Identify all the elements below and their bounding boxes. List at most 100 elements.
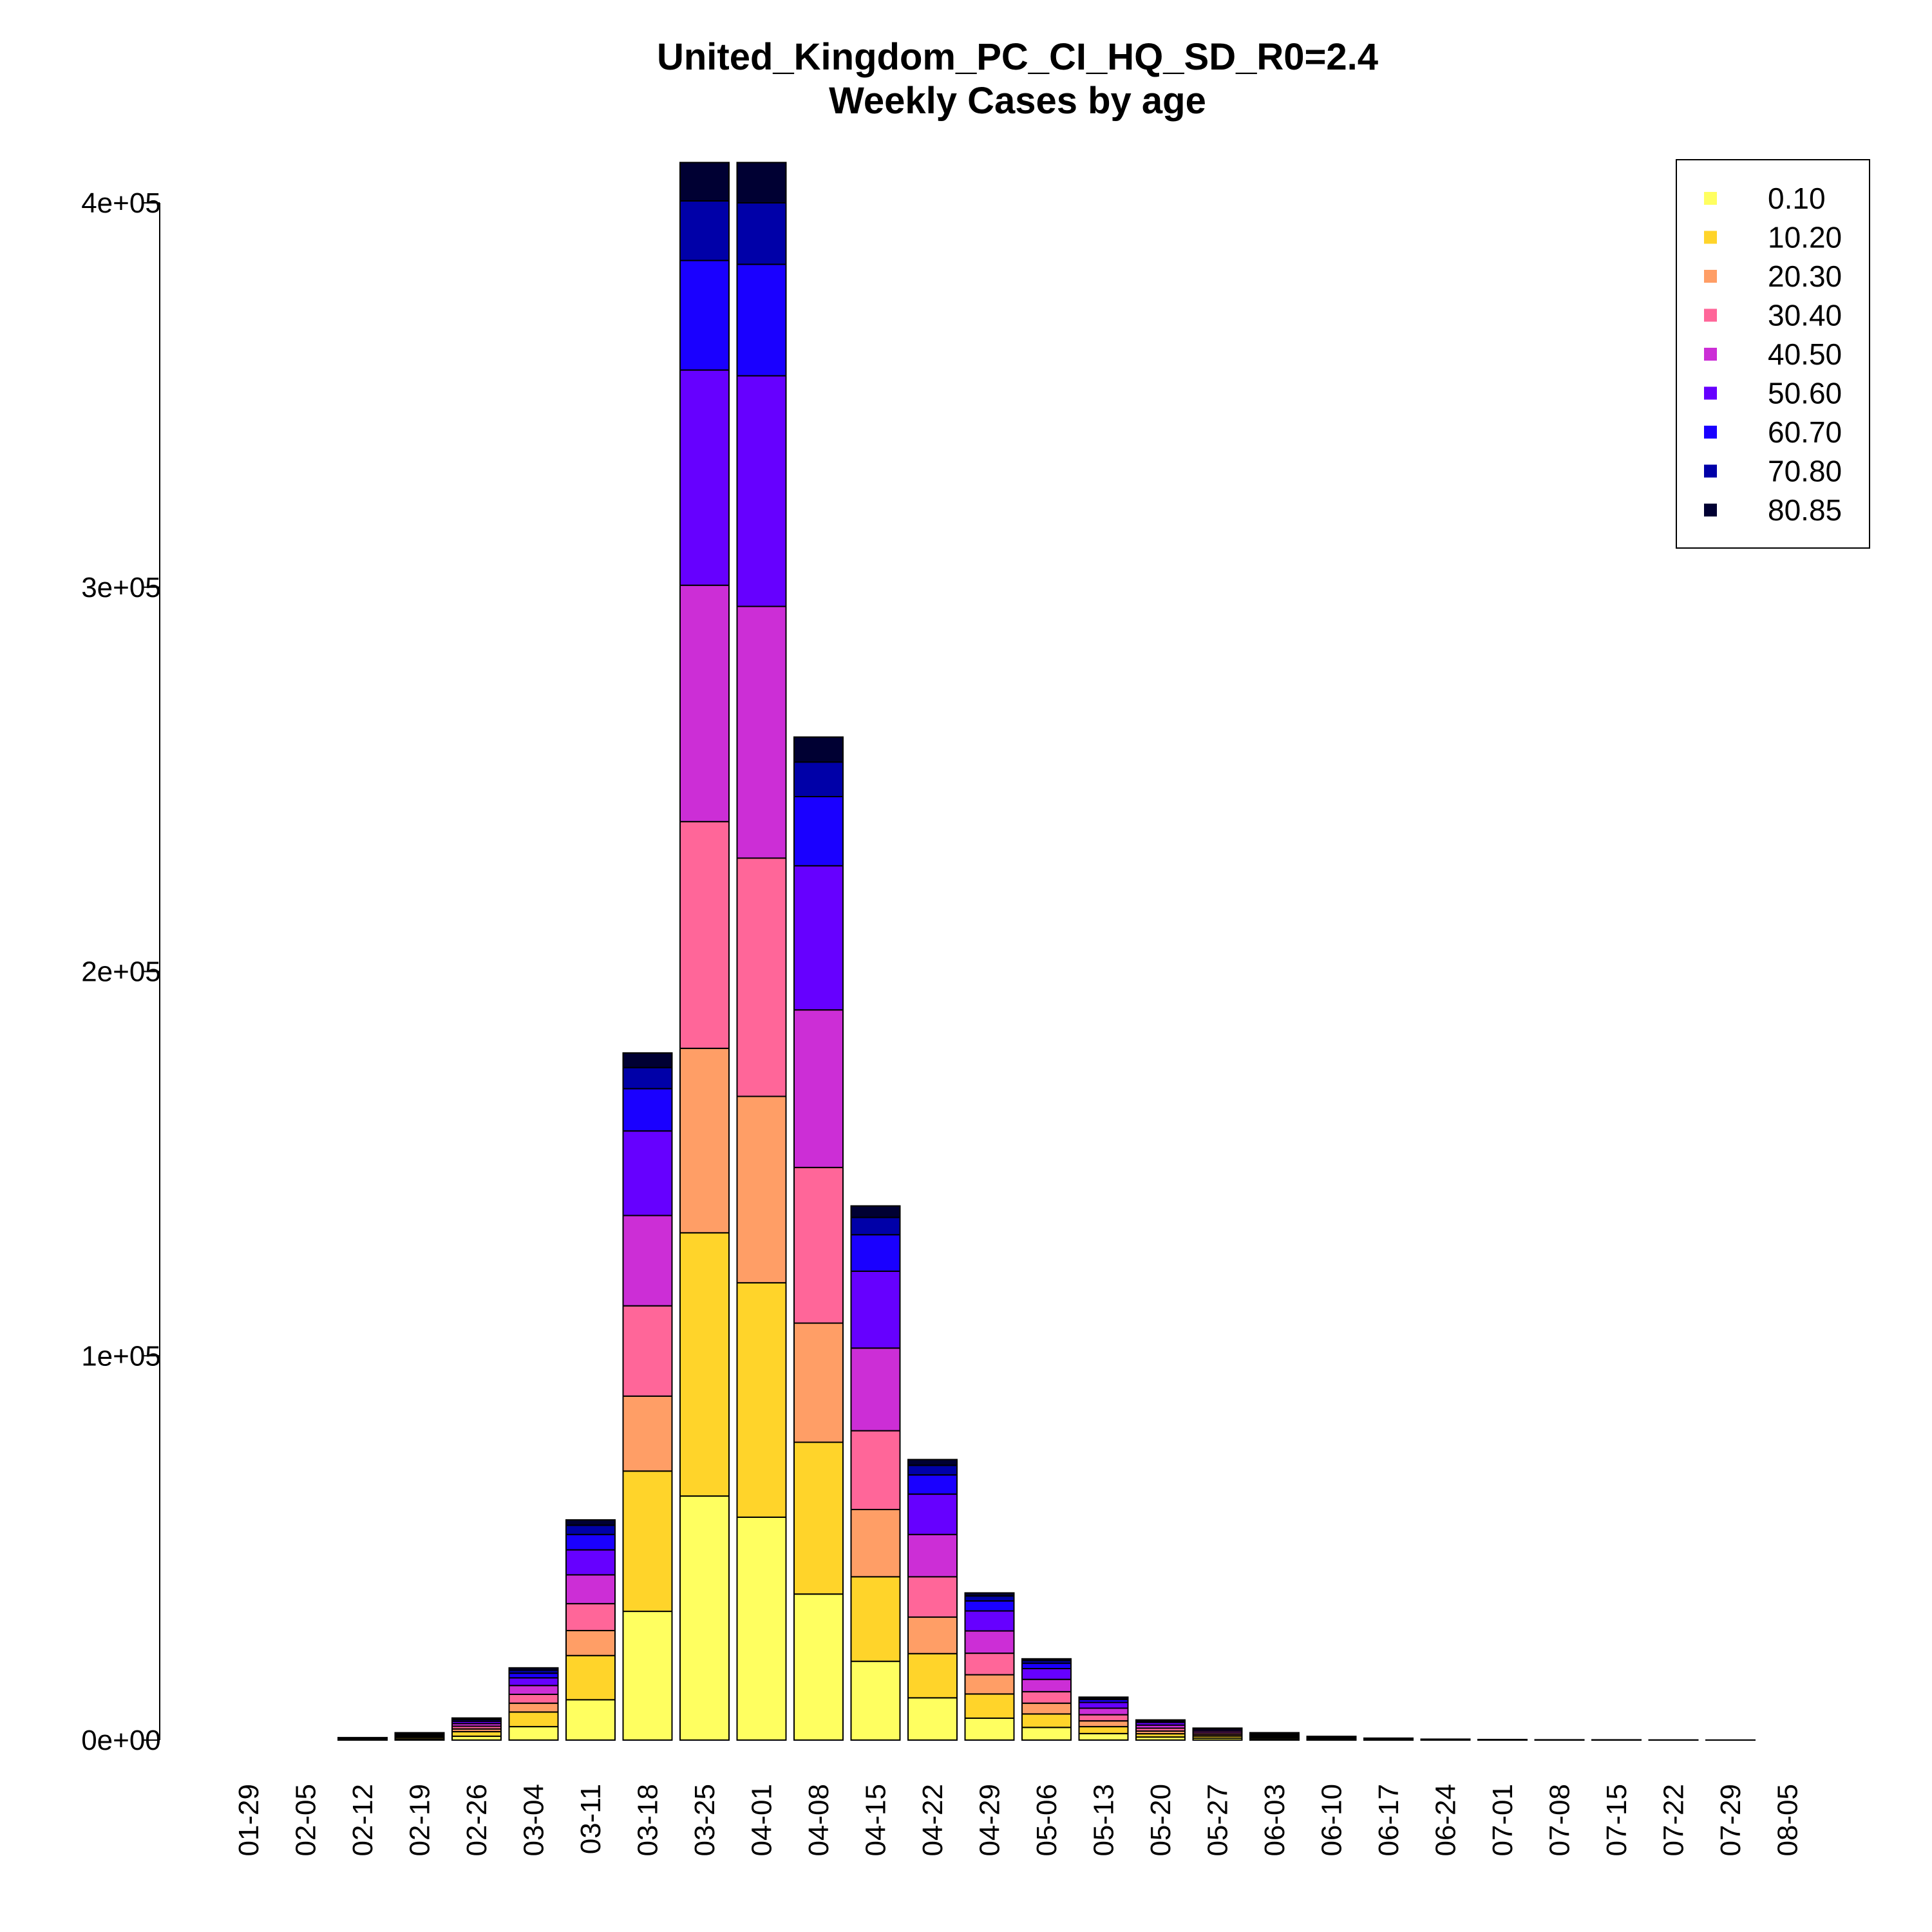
legend-label: 70.80 xyxy=(1768,455,1842,488)
y-tick-label: 0e+00 xyxy=(81,1725,161,1756)
legend-swatch xyxy=(1704,426,1717,439)
bar-segment-70.80 xyxy=(850,1217,901,1236)
bar-segment-20.30 xyxy=(736,1095,787,1283)
bar-segment-20.30 xyxy=(1021,1702,1072,1715)
x-tick-label: 02-26 xyxy=(461,1784,493,1857)
bar-segment-30.40 xyxy=(964,1653,1015,1676)
bar-segment-40.50 xyxy=(508,1685,559,1695)
bar-stack-02-12 xyxy=(337,1737,388,1741)
bar-segment-70.80 xyxy=(736,202,787,265)
x-tick-label: 04-08 xyxy=(803,1784,835,1857)
bar-stack-07-01 xyxy=(1477,1739,1528,1741)
y-tick-label: 3e+05 xyxy=(81,572,161,603)
bar-segment-10.20 xyxy=(622,1470,673,1613)
bar-segment-10.20 xyxy=(850,1576,901,1662)
x-axis-labels: 01-29 02-05 02-12 02-19 02-26 03-04 03-11 03-18… xyxy=(233,1784,1804,1857)
bar-segment-40.50 xyxy=(850,1347,901,1432)
bar-stack-05-13 xyxy=(1078,1696,1129,1741)
bar-segment-40.50 xyxy=(964,1630,1015,1654)
bar-segment-40.50 xyxy=(736,605,787,859)
bar-stack-03-18 xyxy=(622,1052,673,1741)
bar-segment-30.40 xyxy=(565,1603,616,1631)
x-tick-label: 02-19 xyxy=(404,1784,436,1857)
bar-segment-30.40 xyxy=(1021,1690,1072,1704)
bar-stack-06-10 xyxy=(1306,1736,1357,1741)
bar-segment-50.60 xyxy=(736,375,787,607)
bar-segment-60.70 xyxy=(508,1672,559,1679)
bar-segment-40.50 xyxy=(679,584,730,822)
bar-segment-60.70 xyxy=(565,1533,616,1551)
bar-segment-20.30 xyxy=(1078,1720,1129,1728)
bar-segment-70.80 xyxy=(565,1524,616,1535)
bar-stack-04-22 xyxy=(907,1459,958,1741)
bar-segment-20.30 xyxy=(850,1508,901,1578)
legend-swatch xyxy=(1704,231,1717,244)
x-tick-label: 04-01 xyxy=(746,1784,778,1857)
bar-segment-20.30 xyxy=(793,1322,844,1443)
stacked-bars xyxy=(337,162,1756,1741)
bar-stack-03-25 xyxy=(679,162,730,1741)
bar-stack-02-26 xyxy=(451,1717,502,1741)
bar-segment-60.70 xyxy=(736,263,787,377)
bar-segment-30.40 xyxy=(907,1576,958,1618)
x-tick-label: 05-20 xyxy=(1145,1784,1177,1857)
bar-segment-10.20 xyxy=(451,1730,502,1738)
bar-stack-05-27 xyxy=(1192,1727,1243,1741)
bar-segment-30.40 xyxy=(508,1693,559,1704)
bar-segment-0.10 xyxy=(736,1516,787,1741)
y-axis: 0e+00 1e+05 2e+05 3e+05 4e+05 xyxy=(81,187,161,1756)
bar-segment-30.40 xyxy=(622,1305,673,1397)
bar-segment-0.10 xyxy=(1021,1727,1072,1741)
bar-segment-40.50 xyxy=(907,1533,958,1578)
legend-label: 50.60 xyxy=(1768,377,1842,410)
x-tick-label: 05-27 xyxy=(1202,1784,1234,1857)
x-tick-label: 05-13 xyxy=(1088,1784,1120,1857)
bar-segment-80.85 xyxy=(793,736,844,763)
bar-segment-50.60 xyxy=(793,865,844,1011)
x-tick-label: 02-12 xyxy=(347,1784,379,1857)
x-tick-label: 04-29 xyxy=(974,1784,1006,1857)
bar-segment-60.70 xyxy=(622,1088,673,1132)
x-tick-label: 08-05 xyxy=(1772,1784,1804,1857)
legend-swatch xyxy=(1704,386,1717,400)
bar-segment-0.10 xyxy=(793,1593,844,1741)
x-tick-label: 02-05 xyxy=(290,1784,322,1857)
bar-segment-80.85 xyxy=(1078,1696,1129,1699)
x-tick-label: 07-01 xyxy=(1487,1784,1519,1857)
y-tick-label: 4e+05 xyxy=(81,187,161,219)
chart-subtitle: Weekly Cases by age xyxy=(829,80,1206,122)
bar-segment-0.10 xyxy=(964,1717,1015,1741)
bar-segment-20.30 xyxy=(907,1616,958,1654)
x-tick-label: 07-29 xyxy=(1715,1784,1747,1857)
bar-segment-80.85 xyxy=(1135,1719,1186,1721)
bar-segment-80.85 xyxy=(850,1205,901,1218)
bar-segment-10.20 xyxy=(736,1282,787,1518)
bar-segment-80.85 xyxy=(622,1052,673,1068)
legend-label: 20.30 xyxy=(1768,260,1842,293)
x-tick-label: 03-25 xyxy=(689,1784,721,1857)
bar-segment-0.10 xyxy=(850,1660,901,1741)
bar-stack-02-19 xyxy=(394,1732,445,1741)
bar-segment-10.20 xyxy=(964,1693,1015,1719)
bar-segment-30.40 xyxy=(736,857,787,1097)
bar-segment-0.10 xyxy=(508,1726,559,1741)
bar-segment-70.80 xyxy=(964,1595,1015,1602)
x-tick-label: 07-22 xyxy=(1658,1784,1690,1857)
bar-segment-0.10 xyxy=(565,1699,616,1741)
bar-segment-70.80 xyxy=(793,761,844,797)
x-tick-label: 03-11 xyxy=(575,1784,607,1854)
bar-segment-20.30 xyxy=(679,1047,730,1234)
bar-segment-60.70 xyxy=(907,1474,958,1495)
bar-segment-10.20 xyxy=(793,1441,844,1595)
bar-segment-60.70 xyxy=(1021,1662,1072,1670)
bar-segment-0.10 xyxy=(622,1611,673,1741)
bar-segment-80.85 xyxy=(679,162,730,202)
bar-segment-20.30 xyxy=(622,1395,673,1472)
legend-label: 60.70 xyxy=(1768,415,1842,449)
bar-segment-40.50 xyxy=(622,1215,673,1307)
legend-swatch xyxy=(1704,192,1717,205)
legend-swatch xyxy=(1704,270,1717,283)
bar-segment-30.40 xyxy=(1078,1714,1129,1722)
bar-segment-70.80 xyxy=(907,1464,958,1476)
